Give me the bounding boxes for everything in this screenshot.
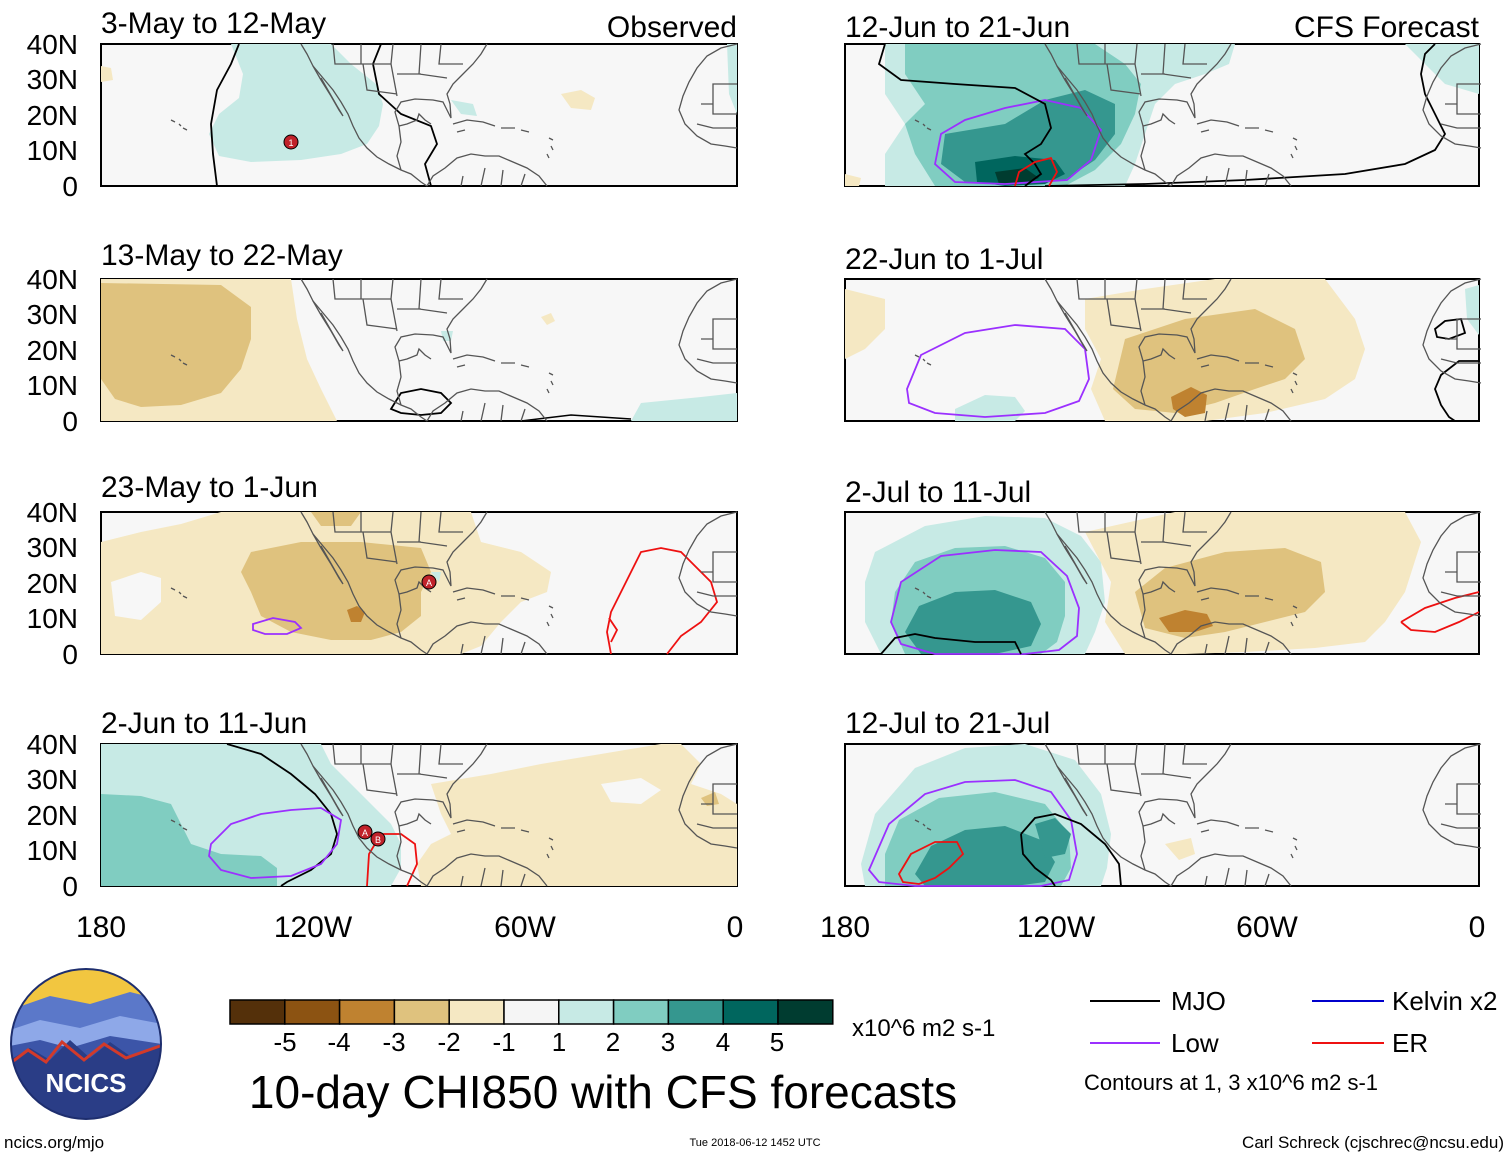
lat-label: 30N (27, 532, 78, 563)
lon-label: 60W (494, 911, 556, 944)
observed-header: Observed (607, 11, 737, 44)
panel-forecast-3 (844, 511, 1482, 655)
colorbar-label: -3 (382, 1027, 405, 1057)
lat-label: 40N (27, 497, 78, 528)
lat-label: 0 (62, 871, 78, 902)
colorbar-swatch (338, 999, 396, 1025)
colorbar-swatch (612, 999, 670, 1025)
colorbar-label: -5 (273, 1027, 296, 1057)
lon-label: 120W (274, 911, 353, 944)
colorbar-swatch (667, 999, 724, 1025)
lat-label: 40N (27, 29, 78, 60)
lat-axis-row-4: 40N 30N 20N 10N 0 (27, 729, 78, 902)
lat-axis-row-1: 40N 30N 20N 10N 0 (27, 29, 78, 202)
forecast-header: CFS Forecast (1294, 11, 1480, 44)
colorbar-swatch (284, 999, 341, 1025)
lon-axis-left: 180 120W 60W 0 (76, 911, 743, 944)
footer-url: ncics.org/mjo (4, 1133, 104, 1152)
colorbar-units: x10^6 m2 s-1 (852, 1015, 995, 1042)
lon-axis-right: 180 120W 60W 0 (820, 911, 1485, 944)
panel-date-forecast-4: 12-Jul to 21-Jul (845, 707, 1050, 740)
panel-date-forecast-2: 22-Jun to 1-Jul (845, 243, 1043, 276)
footer-author: Carl Schreck (cjschrec@ncsu.edu) (1242, 1133, 1504, 1152)
panel-date-forecast-1: 12-Jun to 21-Jun (845, 11, 1070, 44)
colorbar-swatch (722, 999, 779, 1025)
lat-label: 20N (27, 568, 78, 599)
lon-label: 180 (76, 911, 126, 944)
legend: MJO Kelvin x2 Low ER Contours at 1, 3 x1… (1084, 986, 1498, 1095)
svg-text:B: B (375, 835, 381, 845)
colorbar-label: 5 (770, 1027, 784, 1057)
ncics-logo: NCICS (10, 968, 162, 1120)
lat-label: 30N (27, 299, 78, 330)
legend-note: Contours at 1, 3 x10^6 m2 s-1 (1084, 1070, 1378, 1095)
figure-title: 10-day CHI850 with CFS forecasts (249, 1066, 957, 1118)
panel-date-observed-4: 2-Jun to 11-Jun (101, 707, 307, 740)
colorbar-label: 4 (716, 1027, 730, 1057)
lat-label: 10N (27, 370, 78, 401)
storm-marker-b: B (370, 831, 386, 847)
lon-label: 120W (1017, 911, 1096, 944)
storm-marker-a: A (421, 574, 437, 590)
lat-label: 30N (27, 64, 78, 95)
panel-observed-2 (100, 278, 738, 422)
lon-label: 60W (1236, 911, 1298, 944)
panel-date-observed-3: 23-May to 1-Jun (101, 471, 318, 504)
colorbar-label: -1 (492, 1027, 515, 1057)
panel-observed-4 (100, 743, 738, 887)
colorbar-swatch (558, 999, 615, 1025)
lat-label: 30N (27, 764, 78, 795)
lat-axis-row-3: 40N 30N 20N 10N 0 (27, 497, 78, 670)
svg-text:A: A (426, 578, 432, 588)
legend-mjo-label: MJO (1171, 986, 1226, 1016)
lat-label: 20N (27, 800, 78, 831)
colorbar-label: 1 (552, 1027, 566, 1057)
colorbar-swatch (503, 999, 560, 1025)
colorbar-labels: -5 -4 -3 -2 -1 1 2 3 4 5 (273, 1027, 784, 1057)
lat-label: 40N (27, 729, 78, 760)
lon-label: 180 (820, 911, 870, 944)
colorbar-label: 3 (661, 1027, 675, 1057)
panel-forecast-1 (844, 43, 1482, 187)
colorbar-swatch (448, 999, 505, 1025)
lon-label: 0 (727, 911, 744, 944)
panel-date-forecast-3: 2-Jul to 11-Jul (845, 476, 1031, 509)
panel-observed-1 (100, 43, 738, 187)
lat-label: 0 (62, 639, 78, 670)
storm-marker-1: 1 (283, 134, 299, 150)
lat-label: 10N (27, 835, 78, 866)
colorbar (229, 999, 834, 1025)
colorbar-swatch (777, 999, 834, 1025)
legend-kelvin-label: Kelvin x2 (1392, 986, 1498, 1016)
lat-axis-row-2: 40N 30N 20N 10N 0 (27, 264, 78, 437)
lat-label: 40N (27, 264, 78, 295)
lat-label: 10N (27, 603, 78, 634)
svg-text:1: 1 (288, 138, 293, 148)
logo-text: NCICS (46, 1068, 127, 1098)
panel-date-observed-1: 3-May to 12-May (101, 7, 326, 40)
colorbar-label: 2 (606, 1027, 620, 1057)
footer-timestamp: Tue 2018-06-12 1452 UTC (689, 1137, 820, 1149)
colorbar-swatch (229, 999, 286, 1025)
colorbar-swatch (393, 999, 450, 1025)
lat-label: 20N (27, 100, 78, 131)
panel-observed-3 (100, 511, 738, 655)
legend-er-label: ER (1392, 1028, 1428, 1058)
colorbar-label: -4 (327, 1027, 350, 1057)
panel-forecast-2 (844, 278, 1482, 422)
lon-label: 0 (1469, 911, 1486, 944)
lat-label: 0 (62, 406, 78, 437)
lat-label: 20N (27, 335, 78, 366)
panel-forecast-4 (844, 743, 1482, 887)
panel-date-observed-2: 13-May to 22-May (101, 239, 343, 272)
storm-marker-a-2: A (357, 824, 373, 840)
lat-label: 0 (62, 171, 78, 202)
legend-low-label: Low (1171, 1028, 1219, 1058)
svg-text:A: A (362, 828, 368, 838)
colorbar-label: -2 (437, 1027, 460, 1057)
lat-label: 10N (27, 135, 78, 166)
